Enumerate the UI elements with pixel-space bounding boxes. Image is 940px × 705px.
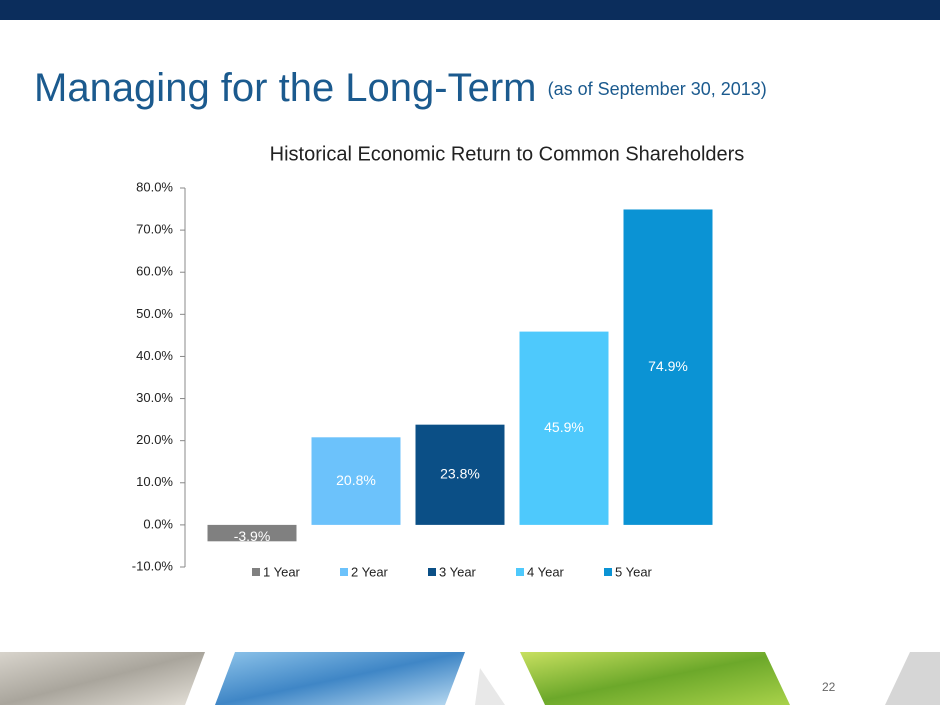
y-tick-label: 0.0% <box>143 516 173 531</box>
top-bar <box>0 0 940 20</box>
legend-label: 4 Year <box>527 564 565 579</box>
y-tick-label: 30.0% <box>136 390 173 405</box>
bar <box>207 524 297 542</box>
bar <box>623 209 713 525</box>
bar <box>415 424 505 525</box>
slide-title: Managing for the Long-Term (as of Septem… <box>34 66 767 110</box>
legend-label: 1 Year <box>263 564 301 579</box>
legend-swatch <box>340 568 348 576</box>
slide-subtitle: (as of September 30, 2013) <box>548 79 767 99</box>
y-tick-label: 70.0% <box>136 222 173 237</box>
bar <box>519 331 609 525</box>
legend-swatch <box>516 568 524 576</box>
y-tick-label: -10.0% <box>132 558 174 573</box>
chart-title: Historical Economic Return to Common Sha… <box>270 143 745 165</box>
y-tick-label: 10.0% <box>136 474 173 489</box>
page-number: 22 <box>822 680 836 694</box>
value-label: 74.9% <box>648 358 688 374</box>
y-tick-label: 60.0% <box>136 264 173 279</box>
slide-title-text: Managing for the Long-Term <box>34 66 537 110</box>
value-label: 45.9% <box>544 419 584 435</box>
photo-leaf <box>520 652 790 705</box>
y-tick-label: 80.0% <box>136 179 173 194</box>
legend-swatch <box>252 568 260 576</box>
photo-edge <box>885 652 940 705</box>
legend-label: 2 Year <box>351 564 389 579</box>
legend-label: 5 Year <box>615 564 653 579</box>
bar <box>311 437 401 525</box>
photo-sky <box>215 652 465 705</box>
legend-swatch <box>428 568 436 576</box>
y-tick-label: 20.0% <box>136 432 173 447</box>
value-label: 20.8% <box>336 472 376 488</box>
photo-gap <box>475 668 505 705</box>
value-label: 23.8% <box>440 465 480 481</box>
y-tick-label: 50.0% <box>136 306 173 321</box>
legend-swatch <box>604 568 612 576</box>
value-label: -3.9% <box>234 528 271 544</box>
legend-label: 3 Year <box>439 564 477 579</box>
y-tick-label: 40.0% <box>136 348 173 363</box>
photo-rope <box>0 652 205 705</box>
